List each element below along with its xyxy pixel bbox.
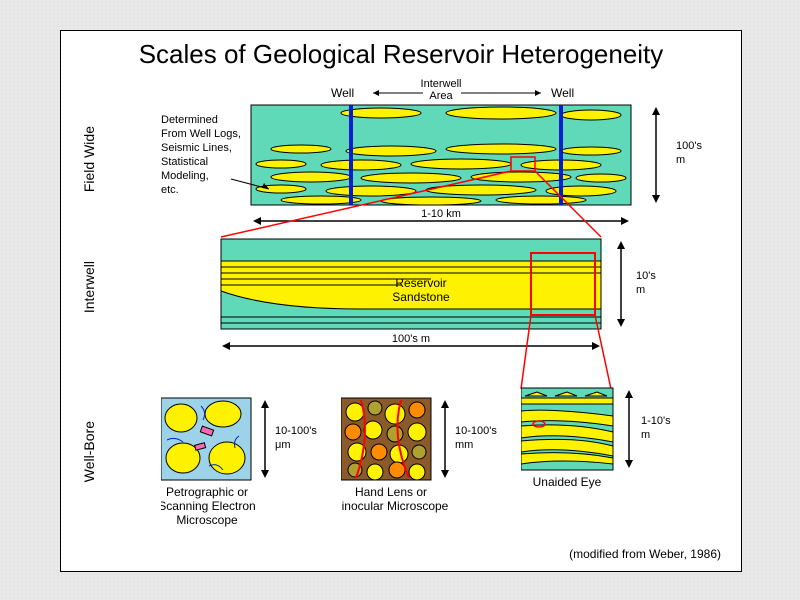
diagram-frame: Scales of Geological Reservoir Heterogen… (60, 30, 742, 572)
petro-label-2: Scanning Electron (161, 499, 256, 513)
sandstone-label-1: Reservoir (395, 276, 446, 290)
citation: (modified from Weber, 1986) (569, 547, 721, 561)
hand-h-1: 10-100's (455, 425, 497, 437)
eye-h-2: m (641, 429, 650, 441)
inter-h-1: 10's (636, 270, 656, 282)
handlens-panel: 10-100's mm Hand Lens or Binocular Micro… (341, 396, 531, 546)
well-label-left: Well (331, 86, 354, 100)
petro-label-3: Microscope (176, 513, 238, 527)
well-label-right: Well (551, 86, 574, 100)
scale-label-interwell: Interwell (81, 261, 97, 313)
eye-h-1: 1-10's (641, 415, 671, 427)
hand-label-2: Binocular Microscope (341, 499, 449, 513)
hand-label-1: Hand Lens or (355, 485, 427, 499)
petro-panel: 10-100's μm Petrographic or Scanning Ele… (161, 396, 351, 556)
hand-h-2: mm (455, 439, 473, 451)
interwell-label-2: Area (429, 90, 453, 102)
petro-h-2: μm (275, 439, 291, 451)
eye-label: Unaided Eye (533, 475, 602, 489)
petro-label-1: Petrographic or (166, 485, 248, 499)
scale-label-wellbore: Well-Bore (81, 421, 97, 482)
methods-1: Determined (161, 114, 218, 126)
unaided-eye-panel: 1-10's m Unaided Eye (521, 386, 721, 516)
petro-h-1: 10-100's (275, 425, 317, 437)
scale-label-field: Field Wide (81, 126, 97, 192)
page-title: Scales of Geological Reservoir Heterogen… (61, 39, 741, 70)
methods-2: From Well Logs, (161, 128, 241, 140)
inter-h-2: m (636, 284, 645, 296)
interwell-label-1: Interwell (421, 79, 462, 90)
